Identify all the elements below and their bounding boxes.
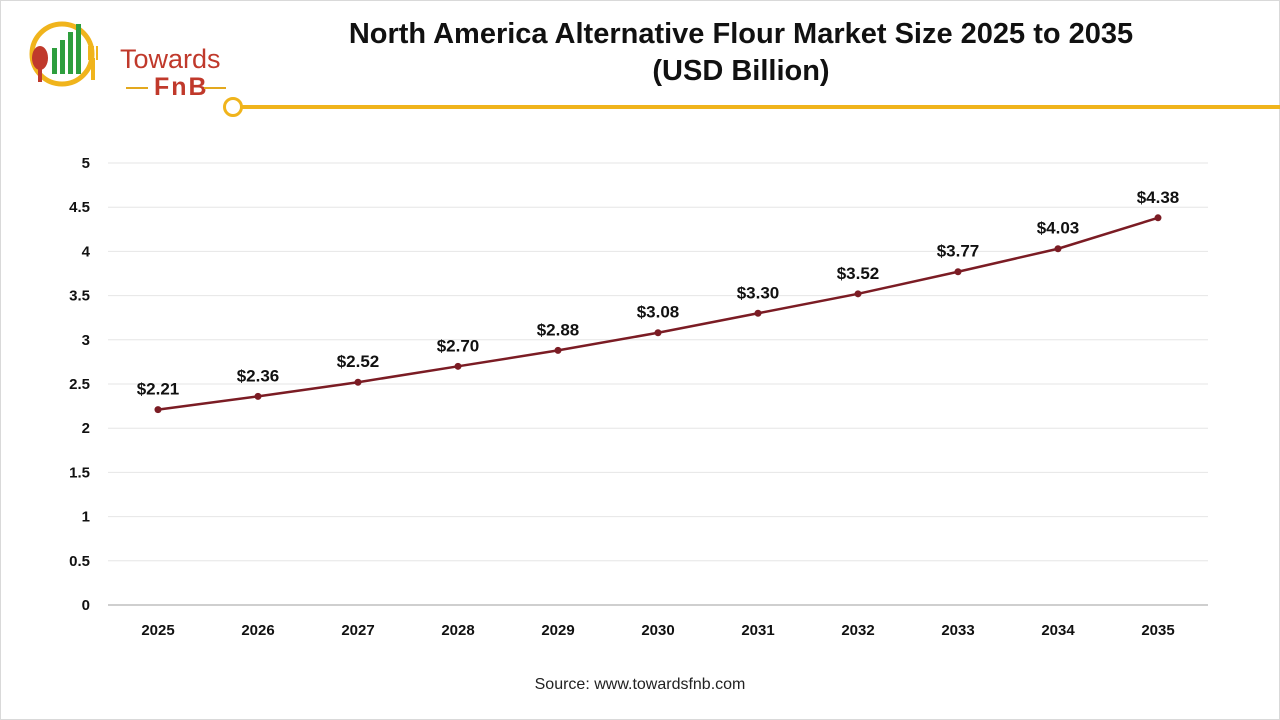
data-point	[854, 290, 862, 298]
y-tick-label: 0.5	[69, 553, 90, 570]
data-label: $2.36	[237, 366, 280, 385]
data-label: $2.70	[437, 336, 480, 355]
brand-logo: Towards FnB	[26, 18, 226, 101]
data-point	[454, 362, 462, 370]
brand-dash-left	[126, 87, 148, 89]
data-label: $2.52	[337, 352, 380, 371]
x-tick-label: 2028	[441, 622, 474, 639]
data-point	[754, 309, 762, 317]
x-tick-label: 2034	[1041, 622, 1075, 639]
data-point	[1154, 214, 1162, 222]
y-tick-label: 0	[82, 597, 90, 614]
brand-dash-right	[204, 87, 226, 89]
data-label: $4.03	[1037, 219, 1080, 238]
data-point	[254, 392, 262, 400]
x-tick-label: 2032	[841, 622, 874, 639]
y-tick-label: 3	[82, 332, 90, 349]
source-note: Source: www.towardsfnb.com	[534, 676, 746, 693]
chart-title-line2: (USD Billion)	[652, 55, 830, 87]
y-tick-label: 4	[82, 243, 91, 260]
data-point	[554, 346, 562, 354]
x-tick-label: 2029	[541, 622, 574, 639]
y-tick-label: 3.5	[69, 288, 90, 305]
data-label: $2.21	[137, 380, 180, 399]
brand-name-line1: Towards	[120, 44, 221, 74]
data-label: $2.88	[537, 320, 580, 339]
brand-name-line2: FnB	[154, 73, 209, 101]
x-tick-label: 2027	[341, 622, 374, 639]
x-tick-label: 2035	[1141, 622, 1174, 639]
data-point	[654, 329, 662, 337]
y-tick-label: 2.5	[69, 376, 90, 393]
data-label: $3.52	[837, 264, 880, 283]
data-point	[954, 268, 962, 276]
data-point	[1054, 245, 1062, 253]
chart-title-line1: North America Alternative Flour Market S…	[348, 18, 1134, 50]
data-label: $3.30	[737, 283, 780, 302]
x-tick-label: 2033	[941, 622, 974, 639]
chart-title: North America Alternative Flour Market S…	[300, 16, 1182, 90]
y-tick-label: 5	[82, 155, 90, 172]
y-tick-label: 1	[82, 509, 90, 526]
data-label: $3.08	[637, 303, 680, 322]
y-tick-label: 2	[82, 420, 90, 437]
data-label: $4.38	[1137, 188, 1180, 207]
divider-dot-icon	[223, 97, 243, 117]
x-tick-label: 2030	[641, 622, 674, 639]
x-tick-label: 2031	[741, 622, 774, 639]
data-label: $3.77	[937, 242, 980, 261]
y-tick-label: 4.5	[69, 199, 90, 216]
title-divider	[240, 105, 1280, 109]
x-tick-label: 2025	[141, 622, 174, 639]
data-point	[354, 378, 362, 386]
y-tick-label: 1.5	[69, 464, 90, 481]
data-point	[154, 406, 162, 414]
logo-mark-icon	[29, 21, 98, 87]
x-tick-label: 2026	[241, 622, 274, 639]
